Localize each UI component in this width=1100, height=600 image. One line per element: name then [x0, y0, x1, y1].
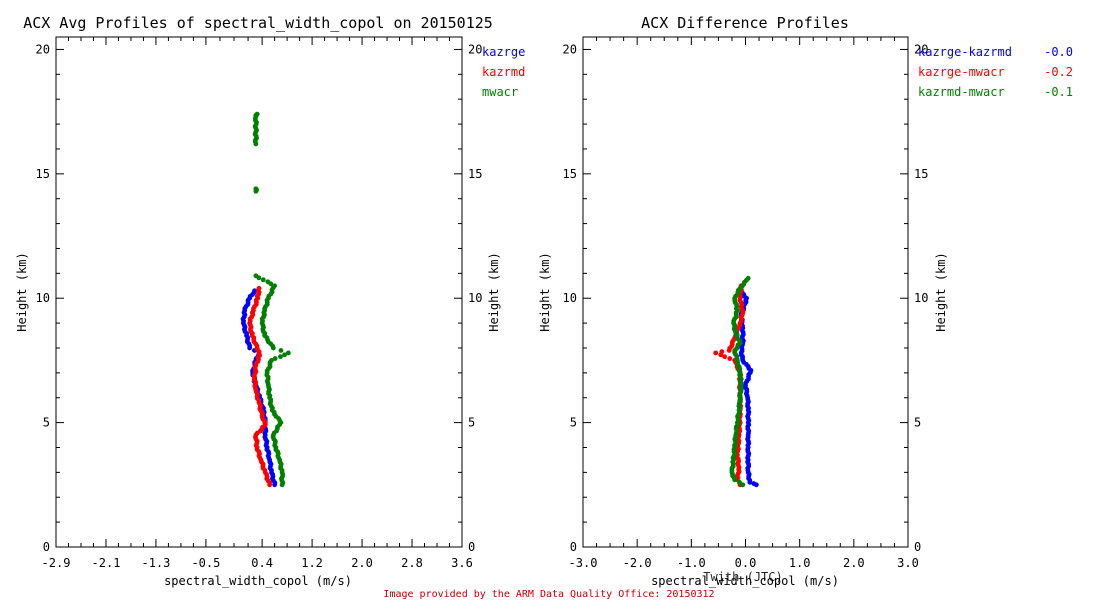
data-point-mwacr	[253, 186, 259, 192]
y-tick-label-right: 15	[468, 167, 482, 181]
data-point-kazrge-mwacr	[722, 354, 727, 360]
y-tick-label-right: 5	[914, 416, 921, 430]
right-chart-title: ACX Difference Profiles	[641, 14, 849, 32]
y-tick-label-right: 20	[914, 42, 928, 56]
y-tick-label: 5	[570, 416, 577, 430]
legend-entry-kazrmd: kazrmd	[482, 65, 525, 79]
data-point-mwacr	[260, 277, 266, 283]
y-tick-label: 20	[36, 42, 50, 56]
legend-mean-kazrmd-mwacr: -0.1	[1044, 85, 1073, 99]
left-data-points	[240, 111, 291, 488]
left-legend: kazrge kazrmd mwacr	[482, 45, 525, 99]
x-tick-label: -2.9	[42, 556, 71, 570]
x-tick-label: 1.0	[789, 556, 811, 570]
y-tick-label-right: 10	[914, 291, 928, 305]
y-tick-label-right: 15	[914, 167, 928, 181]
right-x-axis-label: spectral_width_copol (m/s)	[651, 574, 839, 588]
data-point-mwacr	[269, 358, 274, 363]
left-x-ticks: -2.9 -2.1 -1.3 -0.5 0.4 1.2 2.0 2.8 3.6	[42, 37, 473, 570]
x-tick-label: 0.0	[735, 556, 757, 570]
legend-entry-mwacr: mwacr	[482, 85, 518, 99]
data-point-mwacr	[278, 354, 283, 360]
right-x-axis-label-overlay: Twith (JTC)	[703, 570, 782, 584]
left-x-axis-label: spectral_width_copol (m/s)	[164, 574, 352, 588]
x-tick-label: -3.0	[569, 556, 598, 570]
left-y-axis-label-right: Height (km)	[487, 252, 501, 331]
y-tick-label-right: 5	[468, 416, 475, 430]
x-tick-label: 2.0	[843, 556, 865, 570]
x-tick-label: 1.2	[301, 556, 323, 570]
data-point-mwacr	[282, 352, 287, 358]
y-tick-label: 10	[36, 291, 50, 305]
data-point-mwacr	[253, 273, 259, 279]
data-point-kazrmd-mwacr	[736, 479, 742, 485]
data-point-mwacr	[278, 348, 284, 353]
y-tick-label: 0	[43, 540, 50, 554]
y-tick-label-right: 20	[468, 42, 482, 56]
difference-profiles-panel: ACX Difference Profiles -3.0 -2.0 -1.0 0.0 1…	[538, 14, 1073, 588]
data-point-kazrge	[252, 288, 258, 294]
data-point-mwacr	[272, 283, 278, 289]
avg-profiles-panel: ACX Avg Profiles of spectral_width_copol…	[15, 14, 525, 588]
x-tick-label: -1.3	[141, 556, 170, 570]
y-tick-label: 15	[36, 167, 50, 181]
y-tick-label-right: 0	[914, 540, 921, 554]
y-tick-label: 10	[563, 291, 577, 305]
y-tick-label-right: 0	[468, 540, 475, 554]
left-y-ticks: 0 0 5 5 10 10 15 15 20 20	[36, 42, 483, 554]
legend-entry-kazrmd-mwacr: kazrmd-mwacr	[918, 85, 1005, 99]
y-tick-label: 5	[43, 416, 50, 430]
data-point-mwacr	[265, 279, 271, 285]
right-y-ticks: 0 0 5 5 10 10 15 15 20 20	[563, 42, 929, 554]
y-tick-label: 20	[563, 42, 577, 56]
data-point-kazrge-mwacr	[713, 350, 719, 356]
x-tick-label: -2.0	[623, 556, 652, 570]
x-tick-label: 3.0	[897, 556, 919, 570]
right-data-points	[713, 275, 759, 488]
right-legend: kazrge-kazrmd -0.0 kazrge-mwacr -0.2 kazrmd-…	[918, 45, 1073, 99]
credit-note: Image provided by the ARM Data Quality O…	[383, 589, 714, 600]
data-point-kazrge-kazrmd	[751, 481, 757, 486]
right-y-axis-label: Height (km)	[538, 252, 552, 331]
legend-entry-kazrge-mwacr: kazrge-mwacr	[918, 65, 1005, 79]
data-point-mwacr	[254, 111, 260, 117]
data-point-mwacr	[285, 350, 291, 356]
data-point-kazrmd-mwacr	[745, 275, 751, 281]
legend-entry-kazrge: kazrge	[482, 45, 525, 59]
legend-mean-kazrge-mwacr: -0.2	[1044, 65, 1073, 79]
left-plot-frame	[55, 36, 463, 548]
left-chart-title: ACX Avg Profiles of spectral_width_copol…	[23, 14, 493, 32]
x-tick-label: 2.8	[401, 556, 423, 570]
x-tick-label: 3.6	[451, 556, 473, 570]
legend-mean-kazrge-kazrmd: -0.0	[1044, 45, 1073, 59]
data-point-kazrge-mwacr	[719, 349, 725, 355]
x-tick-label: 0.4	[251, 556, 273, 570]
x-tick-label: -0.5	[191, 556, 220, 570]
data-point-kazrmd	[256, 285, 262, 291]
data-point-kazrge-mwacr	[727, 356, 733, 361]
x-tick-label: -1.0	[677, 556, 706, 570]
legend-entry-kazrge-kazrmd: kazrge-kazrmd	[918, 45, 1012, 59]
y-tick-label-right: 10	[468, 291, 482, 305]
y-tick-label: 0	[570, 540, 577, 554]
right-x-ticks: -3.0 -2.0 -1.0 0.0 1.0 2.0 3.0	[569, 37, 919, 570]
x-tick-label: 2.0	[351, 556, 373, 570]
data-point-kazrmd-mwacr	[740, 482, 746, 488]
y-tick-label: 15	[563, 167, 577, 181]
right-y-axis-label-right: Height (km)	[934, 252, 948, 331]
data-point-mwacr	[272, 356, 278, 361]
x-tick-label: -2.1	[92, 556, 121, 570]
left-y-axis-label: Height (km)	[15, 252, 29, 331]
